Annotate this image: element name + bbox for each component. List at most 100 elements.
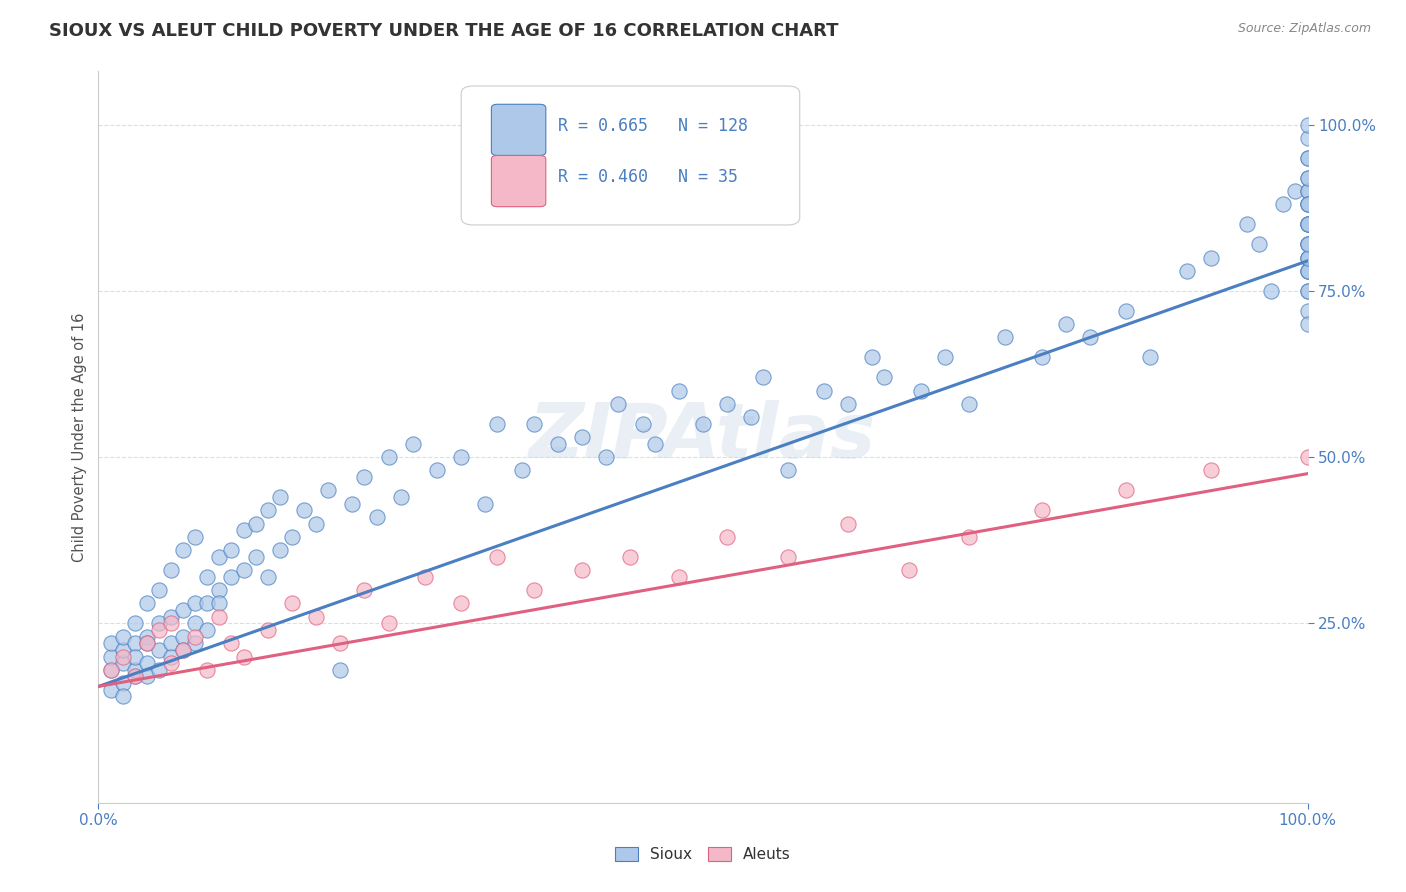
- Point: [1078, 330, 1101, 344]
- Point: [595, 450, 617, 464]
- Point: [342, 497, 364, 511]
- Point: [135, 636, 157, 650]
- Point: [1296, 217, 1319, 231]
- Point: [366, 509, 388, 524]
- Point: [1296, 131, 1319, 145]
- Point: [402, 436, 425, 450]
- Point: [124, 669, 146, 683]
- Point: [111, 690, 134, 704]
- Point: [716, 397, 738, 411]
- Point: [389, 490, 412, 504]
- Point: [619, 549, 641, 564]
- Point: [172, 643, 194, 657]
- Point: [716, 530, 738, 544]
- Point: [1296, 197, 1319, 211]
- Point: [208, 549, 231, 564]
- Point: [1296, 184, 1319, 198]
- Point: [813, 384, 835, 398]
- Point: [1296, 170, 1319, 185]
- Point: [1296, 264, 1319, 278]
- Point: [776, 463, 799, 477]
- Point: [232, 563, 254, 577]
- Point: [135, 656, 157, 670]
- Point: [1199, 251, 1222, 265]
- Point: [1296, 251, 1319, 265]
- Point: [450, 596, 472, 610]
- Text: R = 0.460   N = 35: R = 0.460 N = 35: [558, 169, 738, 186]
- Point: [329, 663, 352, 677]
- Point: [692, 417, 714, 431]
- Point: [124, 636, 146, 650]
- Point: [124, 663, 146, 677]
- Point: [135, 636, 157, 650]
- Point: [1054, 317, 1077, 331]
- Point: [1296, 450, 1319, 464]
- Point: [510, 463, 533, 477]
- Point: [1296, 264, 1319, 278]
- Point: [195, 596, 218, 610]
- Point: [837, 516, 859, 531]
- Point: [1199, 463, 1222, 477]
- Point: [195, 623, 218, 637]
- Point: [860, 351, 883, 365]
- Point: [353, 582, 375, 597]
- Point: [184, 630, 207, 644]
- Point: [910, 384, 932, 398]
- Point: [111, 676, 134, 690]
- Point: [160, 609, 183, 624]
- Point: [450, 450, 472, 464]
- Point: [221, 543, 243, 558]
- Point: [571, 563, 593, 577]
- Point: [1031, 503, 1053, 517]
- Point: [873, 370, 896, 384]
- Point: [1249, 237, 1271, 252]
- Point: [184, 616, 207, 631]
- Point: [837, 397, 859, 411]
- Point: [135, 630, 157, 644]
- Point: [160, 616, 183, 631]
- Point: [111, 656, 134, 670]
- Point: [208, 582, 231, 597]
- Point: [413, 570, 436, 584]
- Point: [148, 623, 170, 637]
- Point: [100, 636, 122, 650]
- Point: [124, 616, 146, 631]
- Point: [256, 570, 278, 584]
- Point: [256, 503, 278, 517]
- Point: [1296, 317, 1319, 331]
- Point: [571, 430, 593, 444]
- Point: [1296, 237, 1319, 252]
- Point: [1296, 284, 1319, 298]
- Point: [135, 669, 157, 683]
- Point: [172, 643, 194, 657]
- Point: [547, 436, 569, 450]
- Point: [148, 616, 170, 631]
- Point: [1296, 118, 1319, 132]
- Y-axis label: Child Poverty Under the Age of 16: Child Poverty Under the Age of 16: [72, 312, 87, 562]
- Point: [111, 630, 134, 644]
- Point: [1296, 264, 1319, 278]
- Point: [1296, 284, 1319, 298]
- Point: [269, 543, 291, 558]
- Point: [1031, 351, 1053, 365]
- Point: [607, 397, 630, 411]
- Point: [377, 616, 399, 631]
- Point: [1236, 217, 1258, 231]
- Point: [776, 549, 799, 564]
- Point: [221, 570, 243, 584]
- Point: [426, 463, 449, 477]
- Point: [353, 470, 375, 484]
- FancyBboxPatch shape: [461, 86, 800, 225]
- Point: [644, 436, 666, 450]
- Point: [957, 397, 980, 411]
- Point: [1175, 264, 1198, 278]
- Point: [124, 649, 146, 664]
- Text: ZIPAtlas: ZIPAtlas: [529, 401, 877, 474]
- Point: [100, 649, 122, 664]
- Point: [523, 582, 546, 597]
- Point: [486, 549, 509, 564]
- Point: [994, 330, 1017, 344]
- Point: [1296, 151, 1319, 165]
- Point: [668, 384, 690, 398]
- Point: [160, 636, 183, 650]
